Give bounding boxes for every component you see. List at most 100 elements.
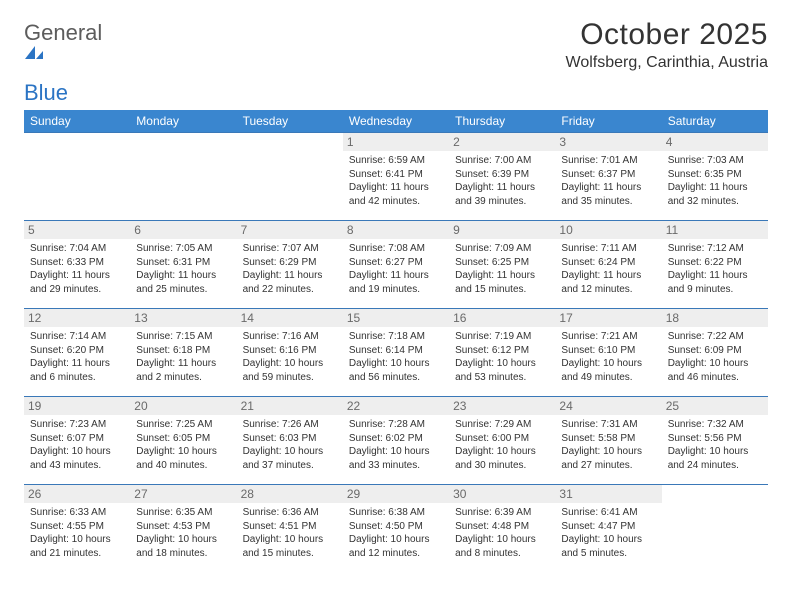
sunset-text: Sunset: 6:10 PM [561,344,655,358]
calendar-row: 5Sunrise: 7:04 AMSunset: 6:33 PMDaylight… [24,221,768,309]
cell-details: Sunrise: 6:36 AMSunset: 4:51 PMDaylight:… [243,506,337,560]
calendar-row: 1Sunrise: 6:59 AMSunset: 6:41 PMDaylight… [24,133,768,221]
day-number: 4 [662,133,768,151]
day-number: 6 [130,221,236,239]
sunset-text: Sunset: 6:07 PM [30,432,124,446]
cell-details: Sunrise: 7:29 AMSunset: 6:00 PMDaylight:… [455,418,549,472]
sunrise-text: Sunrise: 7:31 AM [561,418,655,432]
calendar-cell: 4Sunrise: 7:03 AMSunset: 6:35 PMDaylight… [662,133,768,221]
daylight-text: Daylight: 11 hours and 35 minutes. [561,181,655,208]
cell-details: Sunrise: 7:12 AMSunset: 6:22 PMDaylight:… [668,242,762,296]
day-number: 28 [237,485,343,503]
calendar-cell: 9 Sunrise: 7:09 AMSunset: 6:25 PMDaylight… [449,221,555,309]
calendar-cell: 14Sunrise: 7:16 AMSunset: 6:16 PMDayligh… [237,309,343,397]
sunset-text: Sunset: 4:51 PM [243,520,337,534]
cell-details: Sunrise: 6:33 AMSunset: 4:55 PMDaylight:… [30,506,124,560]
sunset-text: Sunset: 6:29 PM [243,256,337,270]
sunrise-text: Sunrise: 6:38 AM [349,506,443,520]
sunrise-text: Sunrise: 7:25 AM [136,418,230,432]
sunrise-text: Sunrise: 7:28 AM [349,418,443,432]
day-number: 29 [343,485,449,503]
sunset-text: Sunset: 6:05 PM [136,432,230,446]
calendar-cell: 25Sunrise: 7:32 AMSunset: 5:56 PMDayligh… [662,397,768,485]
brand-logo: General Blue [24,22,102,104]
calendar-cell: 29Sunrise: 6:38 AMSunset: 4:50 PMDayligh… [343,485,449,571]
sunrise-text: Sunrise: 7:32 AM [668,418,762,432]
sunrise-text: Sunrise: 7:05 AM [136,242,230,256]
daylight-text: Daylight: 11 hours and 6 minutes. [30,357,124,384]
sunrise-text: Sunrise: 7:23 AM [30,418,124,432]
weekday-header: Monday [130,110,236,133]
sunrise-text: Sunrise: 6:35 AM [136,506,230,520]
daylight-text: Daylight: 10 hours and 43 minutes. [30,445,124,472]
day-number: 26 [24,485,130,503]
sunrise-text: Sunrise: 7:07 AM [243,242,337,256]
sunset-text: Sunset: 5:58 PM [561,432,655,446]
sunrise-text: Sunrise: 6:41 AM [561,506,655,520]
cell-details: Sunrise: 7:14 AMSunset: 6:20 PMDaylight:… [30,330,124,384]
sunset-text: Sunset: 6:24 PM [561,256,655,270]
day-number: 30 [449,485,555,503]
sunrise-text: Sunrise: 7:09 AM [455,242,549,256]
calendar-row: 12 Sunrise: 7:14 AMSunset: 6:20 PMDayligh… [24,309,768,397]
daylight-text: Daylight: 10 hours and 30 minutes. [455,445,549,472]
sunset-text: Sunset: 6:39 PM [455,168,549,182]
day-number: 25 [662,397,768,415]
sunrise-text: Sunrise: 6:39 AM [455,506,549,520]
day-number: 9 [449,221,555,239]
day-number: 19 [24,397,130,415]
day-number: 23 [449,397,555,415]
cell-details: Sunrise: 6:39 AMSunset: 4:48 PMDaylight:… [455,506,549,560]
sunrise-text: Sunrise: 6:36 AM [243,506,337,520]
daylight-text: Daylight: 11 hours and 12 minutes. [561,269,655,296]
daylight-text: Daylight: 10 hours and 5 minutes. [561,533,655,560]
cell-details: Sunrise: 7:31 AMSunset: 5:58 PMDaylight:… [561,418,655,472]
sunset-text: Sunset: 6:25 PM [455,256,549,270]
calendar-row: 19Sunrise: 7:23 AMSunset: 6:07 PMDayligh… [24,397,768,485]
sunset-text: Sunset: 6:27 PM [349,256,443,270]
day-number: 14 [237,309,343,327]
sunset-text: Sunset: 6:22 PM [668,256,762,270]
daylight-text: Daylight: 10 hours and 27 minutes. [561,445,655,472]
day-number: 1 [343,133,449,151]
daylight-text: Daylight: 11 hours and 19 minutes. [349,269,443,296]
cell-details: Sunrise: 7:18 AMSunset: 6:14 PMDaylight:… [349,330,443,384]
cell-details: Sunrise: 7:25 AMSunset: 6:05 PMDaylight:… [136,418,230,472]
daylight-text: Daylight: 11 hours and 39 minutes. [455,181,549,208]
daylight-text: Daylight: 11 hours and 22 minutes. [243,269,337,296]
day-number: 13 [130,309,236,327]
calendar-row: 26 Sunrise: 6:33 AMSunset: 4:55 PMDayligh… [24,485,768,571]
daylight-text: Daylight: 11 hours and 15 minutes. [455,269,549,296]
calendar-cell: 21Sunrise: 7:26 AMSunset: 6:03 PMDayligh… [237,397,343,485]
month-title: October 2025 [566,18,768,52]
calendar-cell: 18Sunrise: 7:22 AMSunset: 6:09 PMDayligh… [662,309,768,397]
calendar-cell: 11Sunrise: 7:12 AMSunset: 6:22 PMDayligh… [662,221,768,309]
calendar-cell: 5Sunrise: 7:04 AMSunset: 6:33 PMDaylight… [24,221,130,309]
day-number: 12 [24,309,130,327]
sunset-text: Sunset: 4:55 PM [30,520,124,534]
sunset-text: Sunset: 6:33 PM [30,256,124,270]
sunrise-text: Sunrise: 7:26 AM [243,418,337,432]
sunrise-text: Sunrise: 7:08 AM [349,242,443,256]
cell-details: Sunrise: 7:07 AMSunset: 6:29 PMDaylight:… [243,242,337,296]
header: General Blue October 2025 Wolfsberg, Car… [24,18,768,104]
calendar-cell: 10Sunrise: 7:11 AMSunset: 6:24 PMDayligh… [555,221,661,309]
cell-details: Sunrise: 7:23 AMSunset: 6:07 PMDaylight:… [30,418,124,472]
calendar-cell: 2Sunrise: 7:00 AMSunset: 6:39 PMDaylight… [449,133,555,221]
calendar-cell: 3Sunrise: 7:01 AMSunset: 6:37 PMDaylight… [555,133,661,221]
day-number: 31 [555,485,661,503]
sunset-text: Sunset: 6:02 PM [349,432,443,446]
calendar-cell: 16Sunrise: 7:19 AMSunset: 6:12 PMDayligh… [449,309,555,397]
daylight-text: Daylight: 10 hours and 53 minutes. [455,357,549,384]
day-number: 2 [449,133,555,151]
day-number: 17 [555,309,661,327]
daylight-text: Daylight: 10 hours and 40 minutes. [136,445,230,472]
cell-details: Sunrise: 7:04 AMSunset: 6:33 PMDaylight:… [30,242,124,296]
day-number: 3 [555,133,661,151]
daylight-text: Daylight: 10 hours and 18 minutes. [136,533,230,560]
day-number: 8 [343,221,449,239]
weekday-header: Wednesday [343,110,449,133]
calendar-cell: 17Sunrise: 7:21 AMSunset: 6:10 PMDayligh… [555,309,661,397]
sunset-text: Sunset: 4:50 PM [349,520,443,534]
sunset-text: Sunset: 6:37 PM [561,168,655,182]
